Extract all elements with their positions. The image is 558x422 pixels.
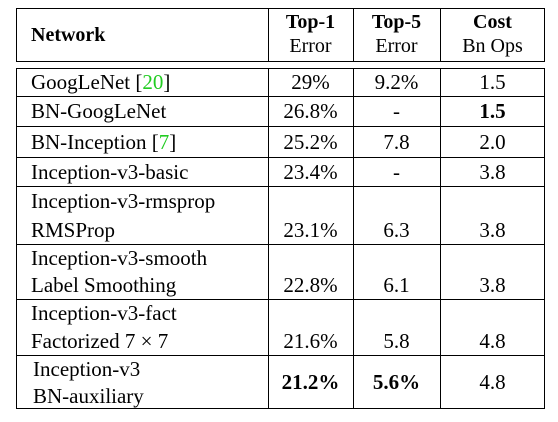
cost-value: 3.8 [479,159,506,184]
network-name: Inception-v3-smooth [31,244,207,272]
cost-value: 1.5 [479,70,506,94]
cost-value: 3.8 [479,217,506,242]
top5-value: 7.8 [383,129,410,154]
network-name: BN-auxiliary [33,382,144,410]
network-name: RMSProp [31,216,115,244]
network-text: GoogLeNet [31,70,131,94]
column-divider [440,68,441,409]
cost-value: 4.8 [479,370,506,394]
header-title: Top-5 [371,11,422,33]
top5-value: 6.3 [383,217,410,242]
network-text: BN-GoogLeNet [31,99,167,123]
network-name: BN-GoogLeNet [31,97,166,125]
network-text: Factorized 7 × 7 [31,329,169,353]
network-name: Inception-v3 [33,355,140,383]
top5-value: - [393,99,400,123]
row-divider [16,244,545,245]
row-divider [16,157,545,158]
network-text: Label Smoothing [31,273,177,298]
citation-close: ] [169,129,177,154]
body-border [16,68,545,409]
top1-value: 23.1% [283,217,338,242]
network-name: BN-Inception [7] [31,128,176,156]
network-text: Inception-v3 [33,356,141,381]
citation-number: 7 [158,129,170,154]
header-network: Network [31,24,106,46]
header-subtitle: Error [375,35,418,57]
cost-value: 3.8 [479,273,506,298]
top1-value: 22.8% [283,273,338,298]
top1-value: 23.4% [283,159,338,184]
column-divider [353,68,354,409]
network-text: RMSProp [31,217,116,242]
top5-value: 5.8 [383,329,410,353]
network-name: Inception-v3-fact [31,299,177,327]
top1-value: 25.2% [283,129,338,154]
header-divider [268,8,269,62]
network-text: Inception-v3-smooth [31,245,208,270]
top1-value: 29% [291,70,330,94]
cost-value: 2.0 [479,129,506,154]
citation-open: [ [151,129,159,154]
network-name: Factorized 7 × 7 [31,327,168,355]
network-text: Inception-v3-fact [31,301,177,325]
top5-value: 5.6% [372,370,421,394]
header-divider [440,8,441,62]
top5-value: - [393,159,400,184]
row-divider [16,126,545,127]
header-title: Top-1 [285,11,336,33]
row-divider [16,186,545,187]
cost-value: 1.5 [479,99,506,123]
row-divider [16,299,545,300]
top1-value: 21.2% [281,370,340,394]
top5-value: 9.2% [374,70,419,94]
citation-close: ] [163,70,171,94]
network-text: BN-auxiliary [33,383,144,408]
network-text: Inception-v3-rmsprop [31,188,216,213]
header-subtitle: Bn Ops [462,35,523,57]
header-title: Cost [473,11,512,33]
row-divider [16,96,545,97]
network-text: BN-Inception [31,129,147,154]
top5-value: 6.1 [383,273,410,298]
row-divider [16,355,545,356]
network-name: Inception-v3-basic [31,158,188,186]
top1-value: 21.6% [283,329,338,353]
cost-value: 4.8 [479,329,506,353]
network-text: Inception-v3-basic [31,159,189,184]
column-divider [268,68,269,409]
header-subtitle: Error [289,35,332,57]
network-name: Inception-v3-rmsprop [31,187,215,215]
top1-value: 26.8% [283,99,338,123]
citation-open: [ [135,70,143,94]
citation-number: 20 [142,70,164,94]
header-border [16,8,545,62]
header-divider [353,8,354,62]
network-name: Label Smoothing [31,271,176,299]
network-name: GoogLeNet [20] [31,68,170,96]
